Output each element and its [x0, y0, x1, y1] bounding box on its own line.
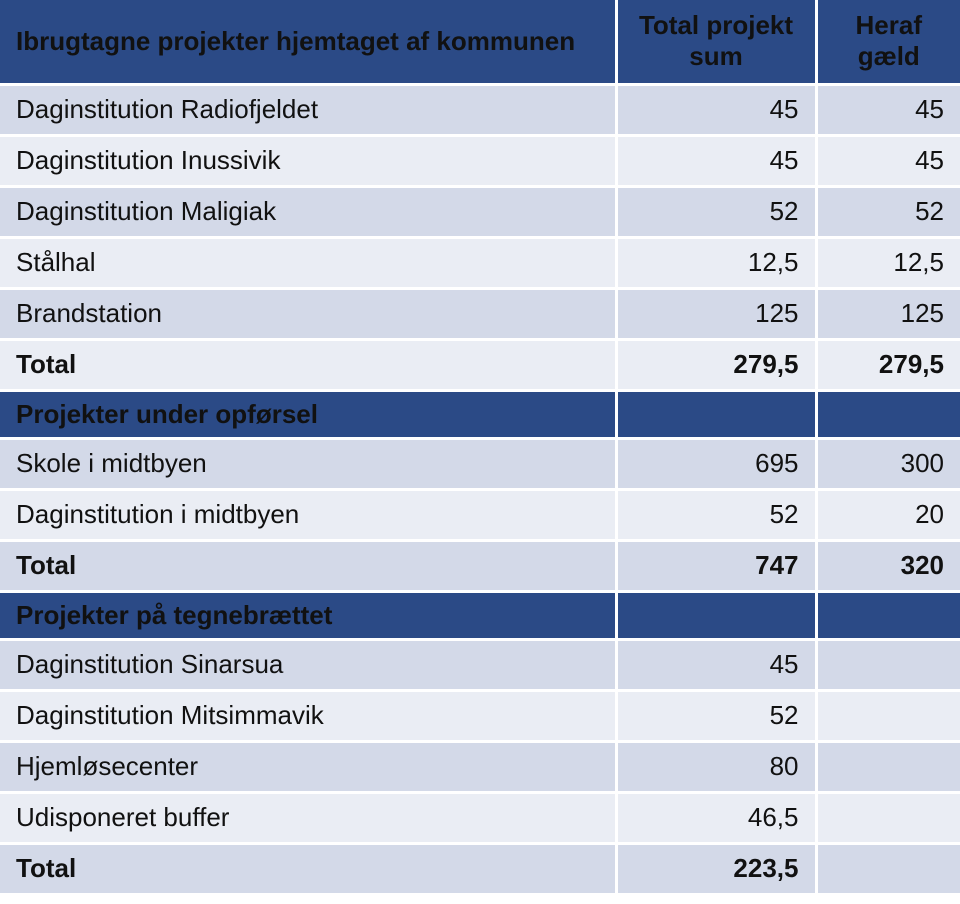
table-row: Skole i midtbyen 695 300 [0, 438, 960, 491]
project-total: 52 [616, 186, 818, 239]
table-row: Daginstitution i midtbyen 52 20 [0, 489, 960, 542]
header-project-name: Ibrugtagne projekter hjemtaget af kommun… [0, 0, 618, 86]
table-row: Daginstitution Sinarsua 45 [0, 639, 960, 692]
project-total: 45 [616, 639, 818, 692]
project-total: 46,5 [616, 792, 818, 845]
total-sum: 279,5 [616, 339, 818, 392]
project-debt: 12,5 [816, 237, 960, 290]
project-name: Hjemløsecenter [0, 741, 618, 794]
project-debt: 20 [816, 489, 960, 542]
total-row: Total 223,5 [0, 843, 960, 896]
project-total: 45 [616, 135, 818, 188]
table-row: Udisponeret buffer 46,5 [0, 792, 960, 845]
header-total-sum: Total projekt sum [616, 0, 818, 86]
total-label: Total [0, 540, 618, 593]
table-row: Daginstitution Mitsimmavik 52 [0, 690, 960, 743]
section-header-row: Projekter på tegnebrættet [0, 591, 960, 641]
section-header-empty [816, 591, 960, 641]
project-total: 45 [616, 84, 818, 137]
project-name: Daginstitution Radiofjeldet [0, 84, 618, 137]
section-header-empty [616, 390, 818, 440]
section-title: Projekter på tegnebrættet [0, 591, 618, 641]
total-debt: 320 [816, 540, 960, 593]
project-debt [816, 690, 960, 743]
project-name: Daginstitution Maligiak [0, 186, 618, 239]
total-row: Total 279,5 279,5 [0, 339, 960, 392]
table-header-row: Ibrugtagne projekter hjemtaget af kommun… [0, 0, 960, 86]
section-header-empty [616, 591, 818, 641]
section-header-row: Projekter under opførsel [0, 390, 960, 440]
project-name: Daginstitution Mitsimmavik [0, 690, 618, 743]
project-debt: 45 [816, 135, 960, 188]
total-debt [816, 843, 960, 896]
project-debt [816, 639, 960, 692]
project-name: Daginstitution i midtbyen [0, 489, 618, 542]
project-debt [816, 741, 960, 794]
total-sum: 223,5 [616, 843, 818, 896]
project-debt: 45 [816, 84, 960, 137]
project-total: 125 [616, 288, 818, 341]
project-debt: 125 [816, 288, 960, 341]
project-name: Daginstitution Sinarsua [0, 639, 618, 692]
project-total: 695 [616, 438, 818, 491]
table-row: Daginstitution Inussivik 45 45 [0, 135, 960, 188]
table-row: Brandstation 125 125 [0, 288, 960, 341]
total-debt: 279,5 [816, 339, 960, 392]
project-name: Stålhal [0, 237, 618, 290]
total-label: Total [0, 843, 618, 896]
table-row: Hjemløsecenter 80 [0, 741, 960, 794]
project-name: Brandstation [0, 288, 618, 341]
project-total: 12,5 [616, 237, 818, 290]
table-row: Daginstitution Maligiak 52 52 [0, 186, 960, 239]
total-label: Total [0, 339, 618, 392]
project-name: Daginstitution Inussivik [0, 135, 618, 188]
table-row: Stålhal 12,5 12,5 [0, 237, 960, 290]
project-debt: 300 [816, 438, 960, 491]
table-row: Daginstitution Radiofjeldet 45 45 [0, 84, 960, 137]
project-name: Skole i midtbyen [0, 438, 618, 491]
project-debt: 52 [816, 186, 960, 239]
project-total: 80 [616, 741, 818, 794]
total-sum: 747 [616, 540, 818, 593]
section-header-empty [816, 390, 960, 440]
section-title: Projekter under opførsel [0, 390, 618, 440]
project-total: 52 [616, 690, 818, 743]
project-debt [816, 792, 960, 845]
project-name: Udisponeret buffer [0, 792, 618, 845]
header-debt: Heraf gæld [816, 0, 960, 86]
total-row: Total 747 320 [0, 540, 960, 593]
project-total: 52 [616, 489, 818, 542]
